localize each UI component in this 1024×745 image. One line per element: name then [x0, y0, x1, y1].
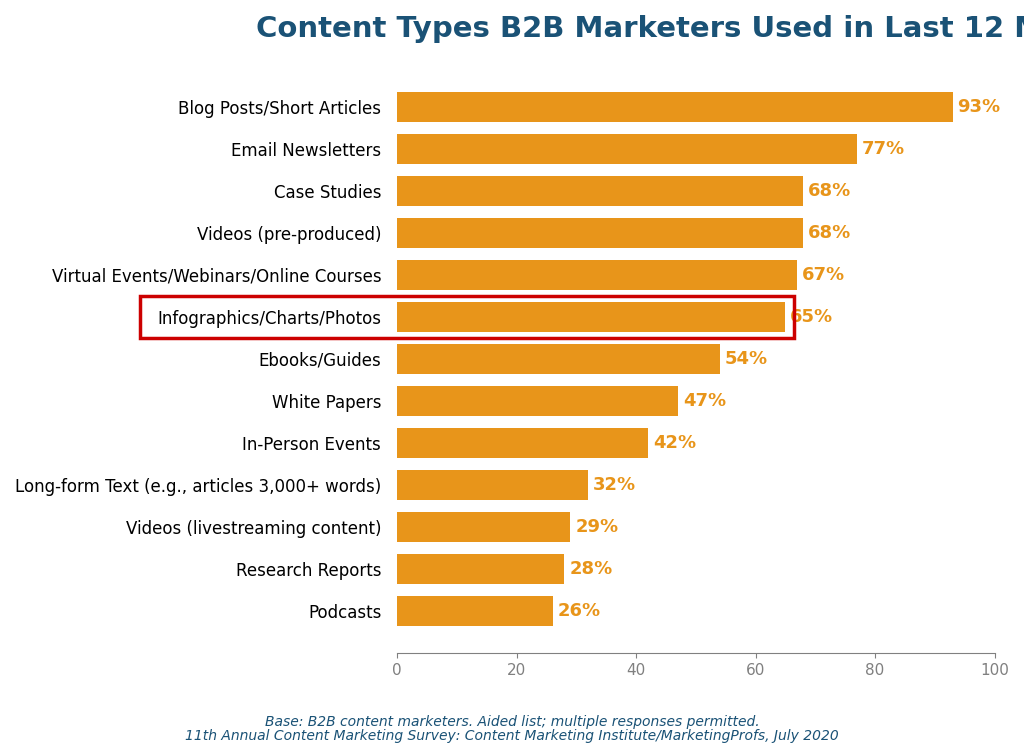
- Text: 68%: 68%: [808, 182, 851, 200]
- Bar: [397, 428, 648, 458]
- Text: 47%: 47%: [683, 392, 726, 410]
- Bar: [397, 302, 785, 332]
- Bar: [397, 176, 804, 206]
- Text: 68%: 68%: [808, 224, 851, 242]
- Bar: [140, 297, 795, 337]
- Bar: [397, 92, 952, 121]
- Text: 42%: 42%: [653, 434, 696, 452]
- Text: 11th Annual Content Marketing Survey: Content Marketing Institute/MarketingProfs: 11th Annual Content Marketing Survey: Co…: [185, 729, 839, 743]
- Text: 67%: 67%: [802, 266, 846, 284]
- Bar: [397, 386, 678, 416]
- Text: 77%: 77%: [862, 140, 905, 158]
- Text: Base: B2B content marketers. Aided list; multiple responses permitted.: Base: B2B content marketers. Aided list;…: [264, 714, 760, 729]
- Bar: [397, 260, 798, 290]
- Text: 29%: 29%: [575, 519, 618, 536]
- Text: 26%: 26%: [557, 602, 600, 621]
- Text: 54%: 54%: [725, 350, 768, 368]
- Text: 32%: 32%: [593, 476, 636, 494]
- Title: Content Types B2B Marketers Used in Last 12 Months: Content Types B2B Marketers Used in Last…: [256, 15, 1024, 43]
- Bar: [397, 512, 570, 542]
- Bar: [397, 218, 804, 248]
- Text: 65%: 65%: [791, 308, 834, 326]
- Bar: [397, 554, 564, 584]
- Text: 28%: 28%: [569, 560, 612, 578]
- Text: 93%: 93%: [957, 98, 1000, 115]
- Bar: [397, 133, 857, 164]
- Bar: [397, 470, 589, 500]
- Bar: [397, 596, 553, 627]
- Bar: [397, 343, 720, 374]
